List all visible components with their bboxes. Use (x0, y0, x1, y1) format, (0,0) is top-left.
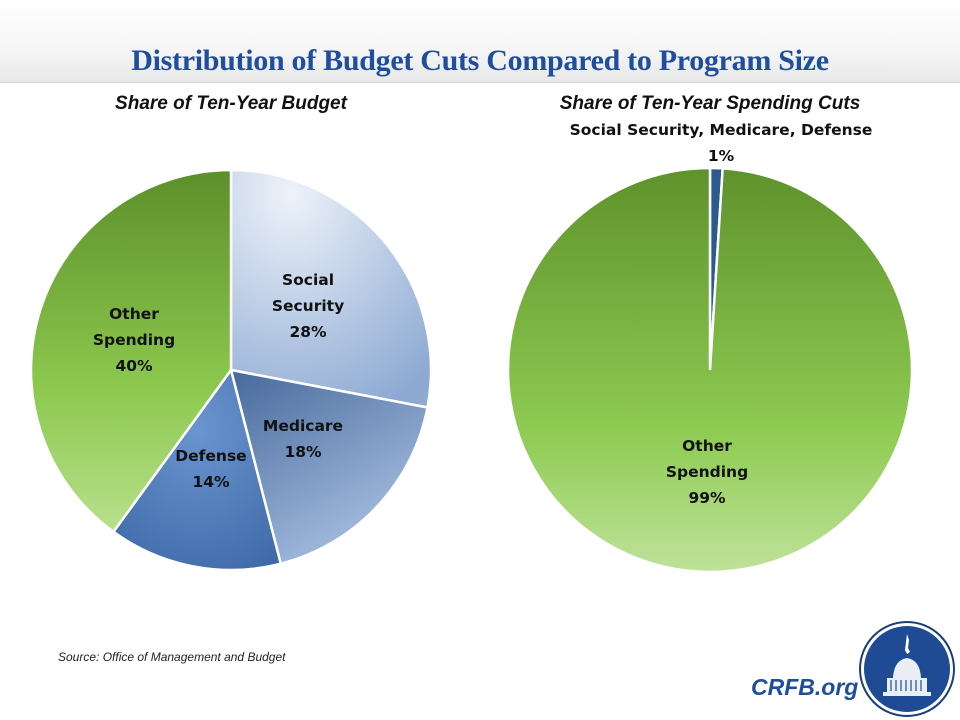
capitol-dome-icon (859, 621, 955, 717)
header-band (0, 0, 960, 83)
slice-label-social-security: Social Security 28% (272, 271, 344, 341)
slice-label-other-spending: Other Spending 40% (93, 305, 175, 375)
budget-pie: Social Security 28% Medicare 18% Defense 14% Ot… (29, 168, 433, 572)
slice-label-social-security-medicare-defense: Social Security, Medicare, Defense 1% (570, 121, 873, 165)
slice-label-medicare: Medicare 18% (263, 417, 343, 461)
pie-slice-other-spending (29, 168, 233, 534)
slice-label-other-spending: Other Spending 99% (666, 437, 748, 507)
brand-link[interactable]: CRFB.org (751, 674, 859, 700)
cuts-pie: Social Security, Medicare, Defense 1% Othe… (506, 121, 914, 574)
left-chart-title: Share of Ten-Year Budget (115, 93, 347, 114)
right-chart-title: Share of Ten-Year Spending Cuts (559, 93, 861, 114)
source-note: Source: Office of Management and Budget (58, 650, 286, 664)
pie-slice-social-security (229, 168, 433, 409)
pie-slice-defense (111, 367, 283, 572)
page-title: Distribution of Budget Cuts Compared to … (131, 44, 829, 77)
pie-slice-other-spending (506, 166, 914, 574)
pie-slice-medicare (229, 368, 429, 566)
slice-label-defense: Defense 14% (175, 447, 246, 491)
